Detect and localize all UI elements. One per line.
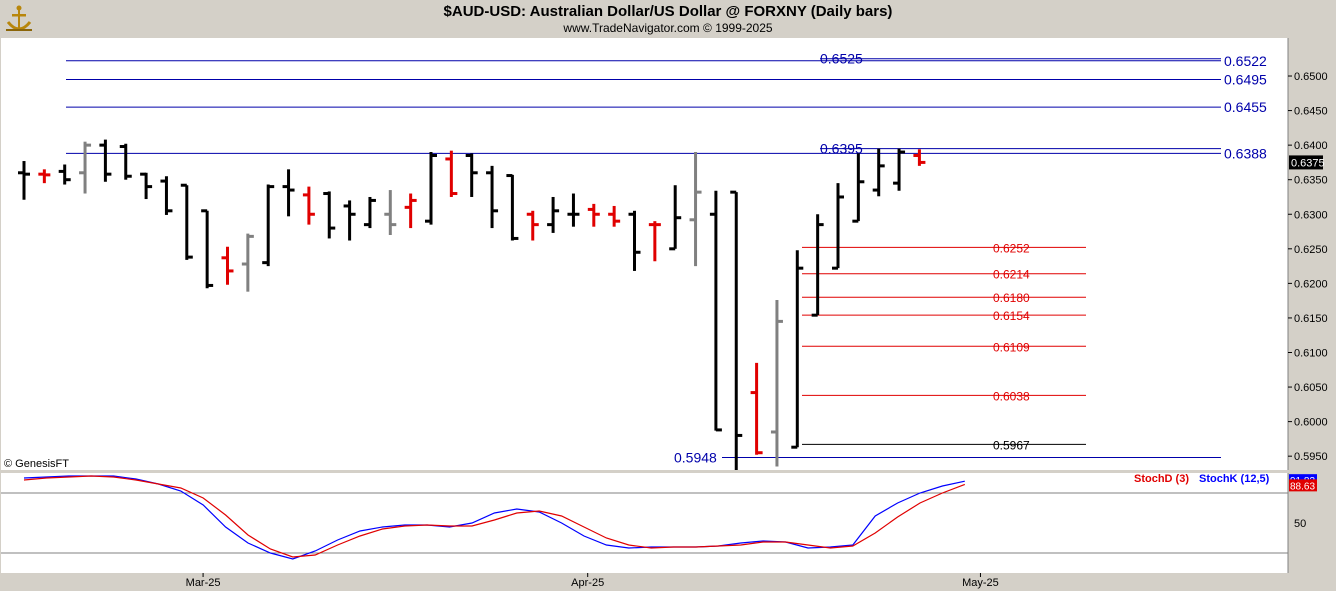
ohlc-bar-11: [241, 233, 254, 292]
last-d-label: 88.63: [1290, 481, 1315, 492]
stoch-d-line: [23, 475, 966, 558]
ohlc-bar-26: [547, 196, 560, 233]
ohlc-bar-29: [608, 205, 621, 227]
ohlc-bar-9: [201, 209, 214, 289]
price-axis: 0.6500 0.6450 0.6400 0.6350 0.6300 0.6250 0.62…: [1287, 38, 1328, 470]
fib-label-1: 0.6214: [993, 268, 1030, 282]
ohlc-bar-39: [811, 214, 824, 317]
ohlc-bar-35: [730, 190, 743, 470]
ohlc-bar-30: [628, 210, 641, 271]
stochastic-lines-layer: [1, 475, 1288, 560]
price-tick-label-0: 0.6500: [1294, 71, 1328, 83]
ohlc-bar-27: [567, 193, 580, 227]
ohlc-bar-6: [140, 172, 153, 200]
price-tick-label-11: 0.5950: [1294, 451, 1328, 463]
ohlc-bar-20: [425, 152, 437, 225]
date-tick-label-1: Apr-25: [571, 577, 604, 589]
stochastic-axis: 5091.8388.63: [1287, 473, 1317, 573]
ohlc-bar-16: [343, 200, 356, 241]
ohlc-bar-24: [506, 174, 519, 241]
ohlc-bar-31: [648, 221, 661, 262]
ohlc-bar-4: [99, 139, 112, 182]
resistance-label-0: 0.6522: [1224, 53, 1267, 69]
price-tick-label-4: 0.6300: [1294, 209, 1328, 221]
ohlc-bar-34: [709, 190, 722, 432]
resistance-label-2: 0.6455: [1224, 99, 1267, 115]
ohlc-bar-22: [465, 153, 478, 197]
price-tick-label-6: 0.6200: [1294, 278, 1328, 290]
ohlc-bar-7: [160, 176, 173, 215]
price-tick-label-9: 0.6050: [1294, 382, 1328, 394]
ohlc-bar-3: [79, 141, 92, 194]
ohlc-bar-28: [587, 203, 600, 227]
price-tick-label-2: 0.6400: [1294, 140, 1328, 152]
price-tick-label-5: 0.6250: [1294, 244, 1328, 256]
date-axis: Mar-25 Apr-25 May-25: [186, 573, 999, 589]
ohlc-bar-8: [180, 183, 193, 260]
ohlc-bar-23: [486, 165, 499, 229]
ohlc-bar-41: [852, 153, 865, 223]
level-label-1: 0.6395: [820, 141, 863, 157]
price-tick-label-1: 0.6450: [1294, 106, 1328, 118]
date-tick-label-2: May-25: [962, 577, 999, 589]
date-tick-label-0: Mar-25: [186, 577, 221, 589]
level-label-0: 0.6525: [820, 51, 863, 67]
low-level-label: 0.5967: [993, 438, 1030, 452]
fib-label-4: 0.6109: [993, 340, 1030, 354]
price-tick-label-8: 0.6100: [1294, 347, 1328, 359]
ohlc-bar-19: [404, 193, 417, 229]
ohlc-bar-40: [832, 183, 844, 270]
resistance-label-3: 0.6388: [1224, 145, 1267, 161]
price-bars-layer: [18, 139, 926, 470]
chart-title: $AUD-USD: Australian Dollar/US Dollar @ …: [443, 3, 893, 20]
fib-label-2: 0.6180: [993, 291, 1030, 305]
ohlc-bar-32: [669, 185, 682, 251]
price-plot-area[interactable]: [1, 38, 1288, 470]
chart-header: $AUD-USD: Australian Dollar/US Dollar @ …: [0, 0, 1336, 38]
stoch-d-legend: StochD (3): [1134, 473, 1189, 485]
last-d-box: [1289, 479, 1317, 492]
price-panel: 0.6522 0.6495 0.6455 0.6388 0.6525 0.6395 0.59…: [1, 38, 1328, 470]
ohlc-bar-33: [689, 152, 702, 267]
last-price-box: [1289, 155, 1323, 170]
ohlc-bar-10: [221, 246, 234, 285]
ohlc-bar-36: [750, 362, 763, 455]
price-tick-label-7: 0.6150: [1294, 313, 1328, 325]
ohlc-bar-13: [282, 169, 295, 217]
ohlc-bar-17: [363, 196, 376, 229]
ohlc-bar-42: [872, 148, 885, 197]
stoch-k-legend: StochK (12,5): [1199, 473, 1270, 485]
ohlc-bar-14: [302, 186, 315, 225]
fib-label-0: 0.6252: [993, 241, 1030, 255]
stoch-tick-label-0: 50: [1294, 518, 1306, 530]
level-label-2: 0.5948: [674, 450, 717, 466]
ohlc-bar-21: [445, 150, 458, 197]
ohlc-bar-25: [526, 210, 539, 241]
price-tick-label-10: 0.6000: [1294, 417, 1328, 429]
resistance-label-1: 0.6495: [1224, 71, 1267, 87]
ohlc-bar-38: [791, 250, 804, 449]
last-price-label: 0.6375: [1291, 157, 1325, 169]
ohlc-bar-1: [38, 169, 51, 184]
stochastic-panel: 5091.8388.63 StochD (3) StochK (12,5): [1, 473, 1317, 573]
ohlc-bar-2: [58, 164, 71, 185]
ohlc-bar-43: [893, 148, 906, 191]
price-tick-label-3: 0.6350: [1294, 175, 1328, 187]
stoch-k-line: [23, 475, 965, 560]
ohlc-bar-5: [119, 143, 132, 180]
ohlc-bar-12: [262, 184, 275, 267]
genesis-watermark: © GenesisFT: [4, 458, 69, 470]
trade-navigator-logo: [3, 2, 35, 34]
chart-subtitle: www.TradeNavigator.com © 1999-2025: [563, 21, 773, 35]
ohlc-bar-15: [323, 191, 336, 239]
fib-label-3: 0.6154: [993, 309, 1030, 323]
ohlc-bar-0: [18, 161, 30, 200]
ohlc-bar-37: [770, 299, 783, 467]
stochastic-plot-area[interactable]: [1, 473, 1288, 573]
ohlc-bar-44: [913, 149, 926, 166]
fib-label-5: 0.6038: [993, 389, 1030, 403]
price-levels-layer: 0.6522 0.6495 0.6455 0.6388 0.6525 0.6395 0.59…: [66, 51, 1267, 466]
ohlc-bar-18: [384, 190, 397, 235]
